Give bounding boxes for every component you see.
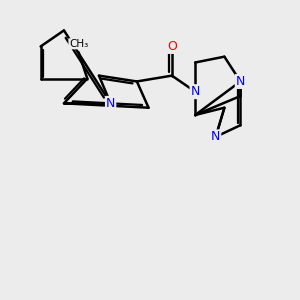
Text: N: N: [236, 75, 245, 88]
Text: N: N: [211, 130, 220, 143]
Text: N: N: [106, 97, 115, 110]
Text: O: O: [167, 40, 177, 53]
Text: N: N: [190, 85, 200, 98]
Text: CH₃: CH₃: [69, 39, 88, 49]
